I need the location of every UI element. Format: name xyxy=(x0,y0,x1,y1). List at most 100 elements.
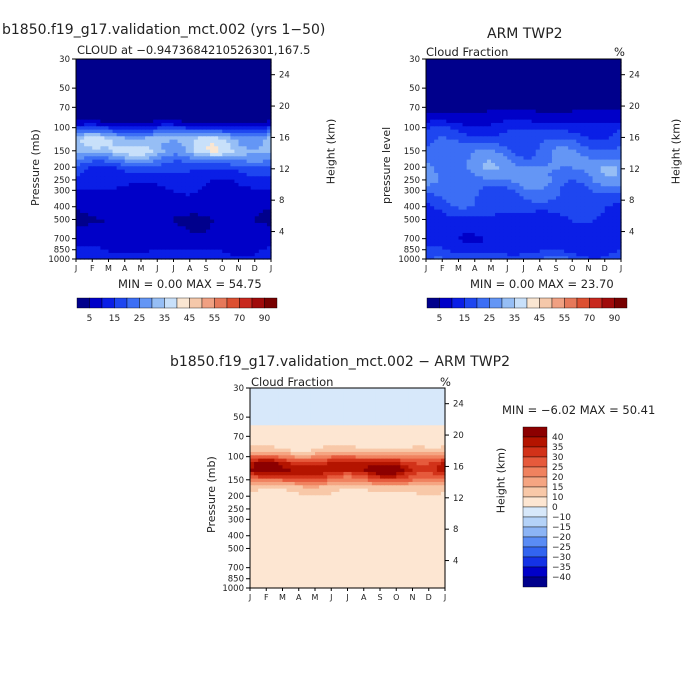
contour-cell xyxy=(157,192,162,197)
contour-cell xyxy=(214,169,219,173)
contour-cell xyxy=(442,162,447,167)
contour-cell xyxy=(149,149,154,153)
contour-cell xyxy=(254,192,260,197)
contour-cell xyxy=(185,199,191,203)
contour-cell xyxy=(466,169,472,173)
contour-cell xyxy=(222,189,227,193)
contour-cell xyxy=(104,152,110,157)
contour-cell xyxy=(136,232,142,237)
contour-cell xyxy=(576,155,581,160)
contour-cell xyxy=(539,142,545,147)
contour-cell xyxy=(136,85,142,90)
contour-cell xyxy=(426,149,431,153)
contour-cell xyxy=(560,165,565,170)
contour-cell xyxy=(112,185,118,190)
contour-cell xyxy=(462,205,468,210)
contour-cell xyxy=(568,139,573,143)
contour-cell xyxy=(507,185,512,190)
contour-cell xyxy=(258,85,264,90)
contour-cell xyxy=(185,235,191,240)
contour-cell xyxy=(185,185,191,190)
contour-cell xyxy=(474,135,480,140)
contour-cell xyxy=(474,169,480,173)
contour-cell xyxy=(519,212,525,217)
contour-cell xyxy=(604,249,610,253)
contour-cell xyxy=(507,125,512,130)
contour-cell xyxy=(104,182,110,187)
contour-cell xyxy=(189,245,195,250)
contour-cell xyxy=(539,149,545,153)
contour-cell xyxy=(124,225,130,230)
contour-cell xyxy=(547,252,553,257)
contour-cell xyxy=(458,142,464,147)
contour-cell xyxy=(132,175,138,180)
contour-cell xyxy=(177,249,183,253)
contour-cell xyxy=(100,159,106,163)
contour-cell xyxy=(511,249,516,253)
contour-cell xyxy=(262,69,268,73)
contour-cell xyxy=(145,75,150,80)
contour-cell xyxy=(185,202,191,207)
contour-cell xyxy=(108,239,114,243)
contour-cell xyxy=(262,79,268,83)
contour-cell xyxy=(173,159,179,163)
contour-cell xyxy=(584,185,590,190)
contour-cell xyxy=(539,119,545,123)
contour-cell xyxy=(242,189,248,193)
contour-cell xyxy=(185,169,191,173)
contour-cell xyxy=(482,155,488,160)
contour-cell xyxy=(612,242,618,247)
contour-cell xyxy=(462,159,468,163)
contour-cell xyxy=(206,209,211,213)
contour-cell xyxy=(112,229,118,233)
contour-cell xyxy=(556,172,561,177)
contour-cell xyxy=(458,139,464,143)
contour-cell xyxy=(426,205,431,210)
contour-cell xyxy=(169,172,175,177)
contour-cell xyxy=(543,165,549,170)
contour-cell xyxy=(161,162,166,167)
contour-cell xyxy=(189,109,195,113)
contour-cell xyxy=(262,189,268,193)
contour-cell xyxy=(128,232,134,237)
contour-cell xyxy=(177,162,183,167)
contour-cell xyxy=(242,162,248,167)
contour-cell xyxy=(616,182,622,187)
contour-cell xyxy=(254,125,260,130)
contour-cell xyxy=(234,249,240,253)
contour-cell xyxy=(466,119,472,123)
contour-cell xyxy=(193,112,199,117)
contour-cell xyxy=(612,195,618,200)
contour-cell xyxy=(592,169,598,173)
contour-cell xyxy=(523,159,529,163)
contour-cell xyxy=(145,89,150,93)
contour-cell xyxy=(612,209,618,213)
contour-cell xyxy=(84,225,89,230)
contour-cell xyxy=(466,142,472,147)
contour-cell xyxy=(96,75,101,80)
contour-cell xyxy=(470,199,476,203)
contour-cell xyxy=(132,215,138,220)
contour-cell xyxy=(201,122,207,127)
contour-cell xyxy=(462,252,468,257)
contour-cell xyxy=(149,59,154,63)
contour-cell xyxy=(185,252,191,257)
contour-cell xyxy=(543,182,549,187)
contour-cell xyxy=(132,195,138,200)
contour-cell xyxy=(474,132,480,137)
contour-cell xyxy=(608,165,614,170)
top-left-title: b1850.f19_g17.validation_mct.002 (yrs 1−… xyxy=(2,22,326,38)
contour-cell xyxy=(153,59,158,63)
contour-cell xyxy=(564,192,569,197)
contour-cell xyxy=(547,202,553,207)
contour-cell xyxy=(230,132,236,137)
contour-cell xyxy=(169,159,175,163)
contour-cell xyxy=(266,222,272,227)
contour-cell xyxy=(153,175,158,180)
contour-cell xyxy=(246,195,252,200)
contour-cell xyxy=(84,99,89,103)
contour-cell xyxy=(564,189,569,193)
contour-cell xyxy=(116,132,122,137)
contour-cell xyxy=(128,82,134,87)
contour-cell xyxy=(547,225,553,230)
